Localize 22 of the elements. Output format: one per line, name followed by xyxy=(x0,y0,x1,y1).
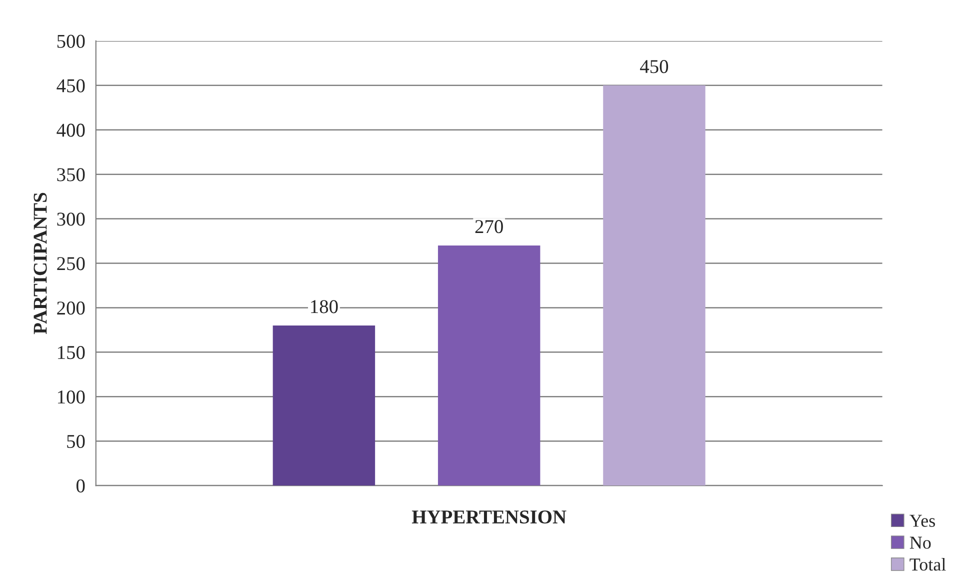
bar xyxy=(272,325,376,486)
data-label: 180 xyxy=(311,300,338,314)
legend-label: Total xyxy=(910,558,946,571)
bar xyxy=(603,85,706,486)
data-label: 270 xyxy=(475,220,503,234)
y-tick-label: 400 xyxy=(56,124,85,137)
y-axis-title: PARTICIPANTS xyxy=(34,192,47,334)
y-tick-label: 100 xyxy=(58,390,85,404)
y-tick-label: 0 xyxy=(76,479,85,492)
y-tick-label: 300 xyxy=(57,212,85,226)
data-label: 450 xyxy=(640,60,668,74)
y-tick-label: 350 xyxy=(57,168,85,182)
legend-label: Yes xyxy=(910,514,935,527)
bar xyxy=(438,245,540,486)
legend-label: No xyxy=(910,536,931,549)
x-axis-title: HYPERTENSION xyxy=(412,510,566,524)
y-tick-label: 500 xyxy=(57,34,85,48)
y-tick-label: 250 xyxy=(57,257,85,270)
y-tick-label: 50 xyxy=(67,434,85,448)
y-tick-label: 200 xyxy=(57,302,85,315)
y-tick-label: 150 xyxy=(58,346,85,360)
y-tick-label: 450 xyxy=(56,79,85,92)
